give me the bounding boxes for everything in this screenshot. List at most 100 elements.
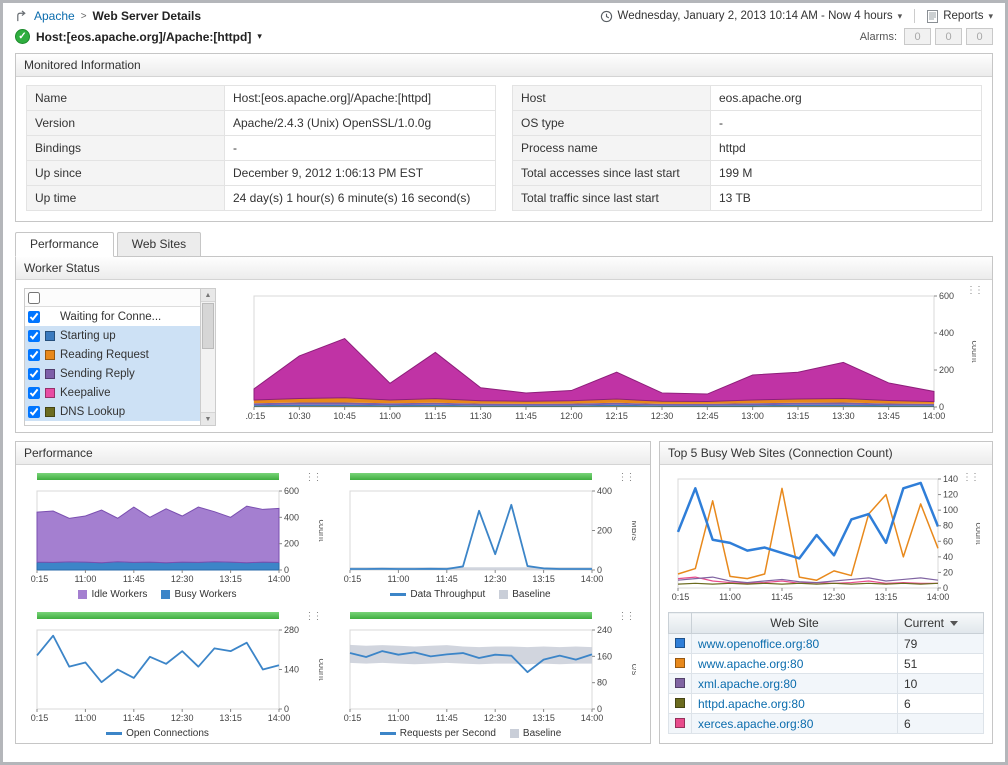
idle-busy-workers-chart: ⋮⋮ 0 200 400 600 count 10:15 11:00 11:45 12:30 13…: [25, 472, 326, 601]
host-bar: ✓ Host:[eos.apache.org]/Apache:[httpd] ▾…: [3, 26, 1005, 53]
metric-row-waiting[interactable]: Waiting for Conne...: [25, 307, 200, 326]
chevron-down-icon[interactable]: ▾: [897, 10, 903, 21]
series-color-swatch: [675, 637, 685, 648]
chart-options-icon[interactable]: ⋮⋮: [617, 611, 636, 622]
table-row: Name Host:[eos.apache.org]/Apache:[httpd]: [26, 85, 496, 111]
table-row: Up since December 9, 2012 1:06:13 PM EST: [26, 160, 496, 186]
svg-text:12:30: 12:30: [170, 574, 193, 584]
svg-text:11:45: 11:45: [122, 574, 144, 584]
chart-options-icon[interactable]: ⋮⋮: [304, 472, 323, 483]
website-link[interactable]: www.apache.org:80: [698, 656, 804, 671]
chart-options-icon[interactable]: ⋮⋮: [966, 285, 984, 296]
metric-checkbox[interactable]: [28, 348, 40, 361]
workers-plot: 0 200 400 600 count 10:15 11:00 11:45 12:30 13:15…: [25, 485, 326, 600]
worker-status-title: Worker Status: [16, 257, 992, 280]
sort-desc-icon: [950, 621, 959, 627]
requests-per-second-chart: ⋮⋮ 0 80 160 240 c/s 10:15 11:00 11:45 12:30 13:15…: [338, 611, 639, 740]
svg-text:140: 140: [284, 665, 299, 675]
svg-text:10:15: 10:15: [31, 713, 48, 723]
alarm-count-3[interactable]: 0: [966, 28, 993, 45]
website-link[interactable]: xml.apache.org:80: [698, 676, 797, 691]
metric-label: Starting up: [60, 329, 116, 342]
time-range-selector[interactable]: Wednesday, January 2, 2013 10:14 AM - No…: [617, 10, 893, 22]
metric-row-sending-reply[interactable]: Sending Reply: [25, 364, 200, 383]
color-column-header: [668, 612, 692, 634]
health-indicator-bar: [349, 473, 592, 480]
top5-table: Web Site Current www.openoffice.org:80 7…: [668, 612, 984, 734]
alarm-count-1[interactable]: 0: [904, 28, 931, 45]
svg-text:11:00: 11:00: [387, 713, 409, 723]
current-column-header[interactable]: Current: [897, 612, 984, 634]
metric-label: Keepalive: [60, 386, 111, 399]
reports-icon[interactable]: [927, 9, 939, 23]
metric-row-starting-up[interactable]: Starting up: [25, 326, 200, 345]
select-all-checkbox[interactable]: [28, 291, 40, 304]
svg-text:11:00: 11:00: [74, 713, 96, 723]
chevron-down-icon[interactable]: ▾: [988, 10, 993, 21]
svg-text:13:30: 13:30: [832, 411, 855, 421]
metric-checkbox[interactable]: [28, 329, 40, 342]
svg-text:0: 0: [284, 565, 289, 575]
open-connections-plot: 0 140 280 count 10:15 11:00 11:45 12:30 13:15 14:…: [25, 624, 326, 739]
metric-checkbox[interactable]: [28, 310, 40, 323]
svg-text:12:15: 12:15: [605, 411, 628, 421]
svg-text:12:30: 12:30: [483, 713, 506, 723]
website-link[interactable]: www.openoffice.org:80: [698, 636, 820, 651]
website-link[interactable]: httpd.apache.org:80: [698, 696, 805, 711]
alarms-label: Alarms:: [859, 30, 897, 43]
chart-options-icon[interactable]: ⋮⋮: [617, 472, 636, 483]
website-column-header[interactable]: Web Site: [691, 612, 898, 634]
tab-performance[interactable]: Performance: [15, 232, 114, 257]
dashboard-icon[interactable]: [15, 9, 28, 23]
legend-item: Busy Workers: [161, 589, 237, 600]
monitored-information-title: Monitored Information: [16, 54, 992, 77]
host-selector[interactable]: Host:[eos.apache.org]/Apache:[httpd]: [36, 29, 252, 44]
table-row: Up time 24 day(s) 1 hour(s) 6 minute(s) 1…: [26, 185, 496, 211]
svg-text:10:15: 10:15: [672, 592, 689, 602]
legend-color-sample: [106, 732, 123, 735]
chart-options-icon[interactable]: ⋮⋮: [962, 472, 980, 483]
svg-text:11:45: 11:45: [122, 713, 144, 723]
svg-text:13:15: 13:15: [532, 713, 555, 723]
throughput-plot: 0 200 400 MB/s 10:15 11:00 11:45 12:30 13:15 14:0…: [338, 485, 639, 600]
metric-row-keepalive[interactable]: Keepalive: [25, 383, 200, 402]
table-row: www.apache.org:80 51: [668, 653, 984, 674]
worker-status-chart: 0 200 400 600 count 10:15 10:30 10:45 11:00 11:15…: [243, 290, 984, 425]
chart-options-icon[interactable]: ⋮⋮: [304, 611, 323, 622]
current-value: 10: [897, 673, 984, 694]
chevron-down-icon[interactable]: ▾: [257, 31, 262, 41]
metric-checkbox[interactable]: [28, 386, 40, 399]
time-range-icon[interactable]: [600, 10, 613, 23]
breadcrumb-apache-link[interactable]: Apache: [34, 9, 75, 23]
svg-text:12:30: 12:30: [651, 411, 674, 421]
metric-checkbox[interactable]: [28, 367, 40, 380]
breadcrumb-separator: >: [80, 10, 87, 22]
svg-text:11:00: 11:00: [74, 574, 96, 584]
website-link[interactable]: xerces.apache.org:80: [698, 716, 814, 731]
tab-web-sites[interactable]: Web Sites: [116, 232, 202, 257]
svg-text:11:30: 11:30: [470, 411, 492, 421]
svg-text:40: 40: [943, 552, 953, 562]
open-connections-chart: ⋮⋮ 0 140 280 count 10:15 11:00 11:45 12:30 13:15…: [25, 611, 326, 740]
metric-row-dns-lookup[interactable]: DNS Lookup: [25, 402, 200, 421]
svg-text:count: count: [317, 519, 323, 542]
svg-text:13:15: 13:15: [219, 574, 242, 584]
series-color-swatch: [45, 330, 55, 341]
svg-text:12:00: 12:00: [560, 411, 583, 421]
scroll-thumb[interactable]: [202, 303, 214, 349]
scroll-down-icon[interactable]: ▼: [201, 412, 215, 425]
svg-text:10:30: 10:30: [288, 411, 311, 421]
scroll-up-icon[interactable]: ▲: [201, 289, 215, 302]
svg-text:20: 20: [943, 567, 953, 577]
metric-row-reading-request[interactable]: Reading Request: [25, 345, 200, 364]
svg-text:600: 600: [939, 291, 954, 301]
svg-text:14:00: 14:00: [267, 574, 290, 584]
reports-menu[interactable]: Reports: [943, 10, 984, 22]
performance-panel: Performance ⋮⋮ 0 200 400 600 count 10:15 11:00…: [15, 441, 651, 744]
metric-checkbox[interactable]: [28, 405, 40, 418]
alarm-count-2[interactable]: 0: [935, 28, 962, 45]
series-color-swatch: [45, 368, 55, 379]
table-row: Bindings -: [26, 135, 496, 161]
requests-plot: 0 80 160 240 c/s 10:15 11:00 11:45 12:30 13:15 14:…: [338, 624, 639, 739]
scrollbar[interactable]: ▲ ▼: [200, 289, 215, 425]
